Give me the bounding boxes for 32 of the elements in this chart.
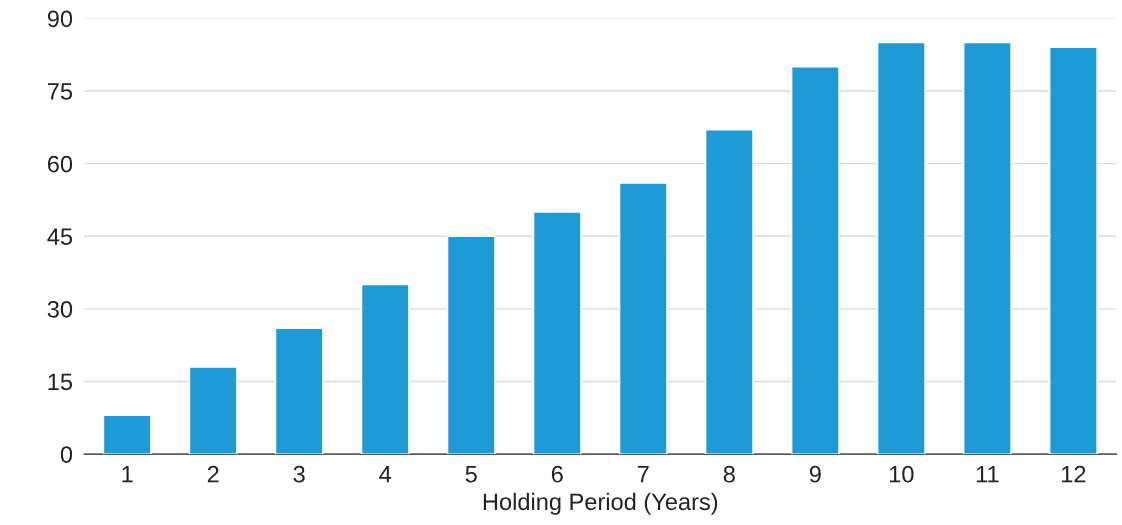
x-tick-label: 5	[465, 466, 477, 483]
bar	[274, 327, 324, 455]
x-tick-label: 2	[207, 465, 219, 483]
bar	[704, 129, 754, 455]
y-tick-label: 30	[47, 300, 73, 318]
x-tick-label: 1	[122, 466, 133, 483]
x-tick-label: 4	[379, 466, 392, 483]
x-tick-label: 9	[809, 465, 821, 483]
y-tick-label: 45	[47, 228, 73, 246]
y-tick-label: 90	[47, 10, 73, 28]
x-tick-label: 10	[890, 465, 914, 483]
x-tick-label: 7	[637, 466, 649, 483]
bar	[532, 211, 582, 455]
bar	[618, 182, 668, 455]
bar	[360, 283, 410, 455]
y-tick-label: 75	[47, 83, 73, 100]
bar	[446, 235, 496, 455]
bar	[876, 41, 926, 455]
bar	[1049, 46, 1098, 455]
bar	[790, 66, 840, 455]
x-axis-title: Holding Period (Years)	[483, 492, 718, 515]
x-tick-label: 3	[293, 465, 305, 483]
bar	[188, 366, 238, 455]
y-tick-label: 60	[47, 155, 73, 173]
x-tick-label: 8	[723, 465, 735, 483]
x-tick-label: 11	[976, 466, 999, 483]
y-tick-label: 0	[60, 446, 73, 463]
bar	[963, 41, 1012, 455]
x-tick-label: 12	[1062, 465, 1086, 483]
y-tick-label: 15	[48, 373, 73, 391]
bar	[102, 414, 152, 455]
x-tick-label: 6	[551, 465, 563, 483]
